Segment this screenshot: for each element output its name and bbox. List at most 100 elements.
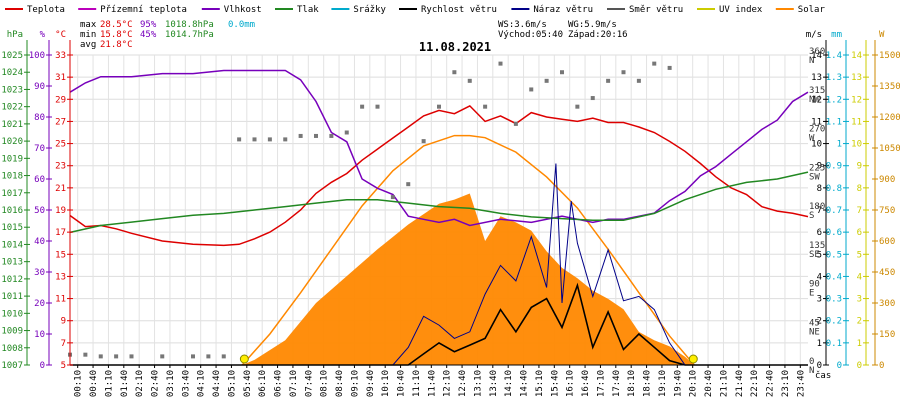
humidity-axis-tick-label: 50 [34,206,45,216]
stat-avg-temp: 21.8°C [100,40,133,50]
uv-axis-tick-label: 13 [851,73,862,83]
humidity-axis-tick-label: 20 [34,299,45,309]
solar-axis-tick-label: 600 [879,237,895,247]
time-tick-label: 05:40 [243,370,253,397]
wind-direction-point [283,137,288,142]
rain-axis-unit: mm [831,30,842,40]
wind-direction-point [498,61,503,66]
time-tick-label: 21:40 [735,370,745,397]
wind-direction-point [314,133,318,138]
wind-direction-point [98,354,103,359]
wind-direction-point [590,96,595,101]
time-tick-label: 02:40 [151,370,161,397]
humidity-axis-tick-label: 60 [34,175,45,185]
solar-axis-tick-label: 1050 [879,144,900,154]
pressure-axis-tick-label: 1024 [1,68,23,78]
time-tick-label: 00:10 [74,370,84,397]
pressure-axis-tick-label: 1008 [1,344,23,354]
time-tick-label: 01:10 [104,370,114,397]
wind-direction-point [237,137,242,142]
temperature-axis-tick-label: 31 [55,73,66,83]
temperature-axis-unit: °C [55,30,66,40]
rain-axis-tick-label: 0.8 [826,184,842,194]
wind-direction-point [191,354,195,359]
direction-compass-label: NW [809,95,820,105]
direction-compass-label: S [809,211,814,221]
time-tick-label: 16:40 [581,370,591,397]
series-line-temperature [69,104,809,247]
uv-axis-tick-label: 3 [857,295,862,305]
series-line-wind-speed [70,282,808,366]
pressure-axis-tick-label: 1022 [1,103,23,113]
wind-direction-point [636,78,641,83]
rain-axis-tick-label: 1 [837,140,842,150]
wind-direction-point [160,354,165,359]
uv-axis-tick-label: 6 [857,228,862,238]
time-tick-label: 13:40 [489,370,499,397]
stat-min-hum: 45% [140,30,157,40]
wind-direction-point [652,61,657,66]
pressure-axis-tick-label: 1014 [1,240,23,250]
humidity-axis-tick-label: 70 [34,144,45,154]
temperature-axis-tick-label: 23 [55,162,66,172]
time-tick-label: 04:40 [212,370,222,397]
solar-axis-tick-label: 1200 [879,113,900,123]
temperature-axis-tick-label: 25 [55,140,66,150]
time-tick-label: 06:40 [274,370,284,397]
wind-direction-point [252,137,257,142]
direction-tick-label: 45 [809,318,820,328]
wind-axis-tick-label: 14 [811,51,822,61]
time-tick-label: 01:40 [120,370,130,397]
solar-axis-tick-label: 150 [879,330,895,340]
solar-area-fill [242,193,695,365]
pressure-axis-tick-label: 1013 [1,258,23,268]
time-tick-label: 20:40 [704,370,714,397]
stat-wg: WG:5.9m/s [568,20,617,30]
temperature-axis-tick-label: 13 [55,272,66,282]
rain-axis-tick-label: 0.5 [826,250,842,260]
temperature-axis-tick-label: 27 [55,117,66,127]
wind-axis-tick-label: 5 [817,250,822,260]
time-tick-label: 20:10 [689,370,699,397]
time-tick-label: 17:10 [596,370,606,397]
pressure-axis-tick-label: 1016 [1,206,23,216]
uv-axis-tick-label: 5 [857,250,862,260]
time-tick-label: 21:10 [719,370,729,397]
stat-max-label: max [80,20,97,30]
rain-axis-tick-label: 0 [837,361,842,371]
humidity-axis-unit: % [40,30,46,40]
stat-sunset: Západ:20:16 [568,30,628,40]
uv-axis-tick-label: 10 [851,140,862,150]
uv-axis-tick-label: 2 [857,317,862,327]
direction-compass-label: N [809,56,814,66]
time-tick-label: 14:10 [504,370,514,397]
direction-compass-label: NE [809,327,820,337]
time-tick-label: 03:10 [166,370,176,397]
series-line-humidity [69,69,809,227]
time-tick-label: 11:10 [412,370,422,397]
wind-direction-point [206,354,211,359]
wind-direction-point [667,65,672,70]
temperature-axis-tick-label: 33 [55,51,66,61]
temperature-axis-tick-label: 21 [55,184,66,194]
uv-axis-tick-label: 1 [857,339,862,349]
legend-label: Solar [798,5,826,15]
time-tick-label: 09:40 [366,370,376,397]
wind-direction-point [329,133,334,138]
wind-direction-point [606,78,611,83]
wind-direction-point [544,78,549,83]
solar-axis-tick-label: 750 [879,206,895,216]
rain-axis-tick-label: 0.1 [826,339,842,349]
legend: Teplota Přízemní teplota Vlhkost Tlak Srážky… [5,5,825,15]
direction-compass-label: E [809,289,814,299]
time-tick-label: 18:10 [627,370,637,397]
stat-min-press: 1014.7hPa [165,30,214,40]
legend-label: Tlak [297,5,319,15]
wind-axis-unit: m/s [806,30,822,40]
wind-direction-point [114,354,119,359]
uv-axis-tick-label: 9 [857,162,862,172]
wind-direction-point [129,354,134,359]
time-tick-label: 12:10 [443,370,453,397]
humidity-axis-tick-label: 40 [34,237,45,247]
time-tick-label: 08:40 [335,370,345,397]
